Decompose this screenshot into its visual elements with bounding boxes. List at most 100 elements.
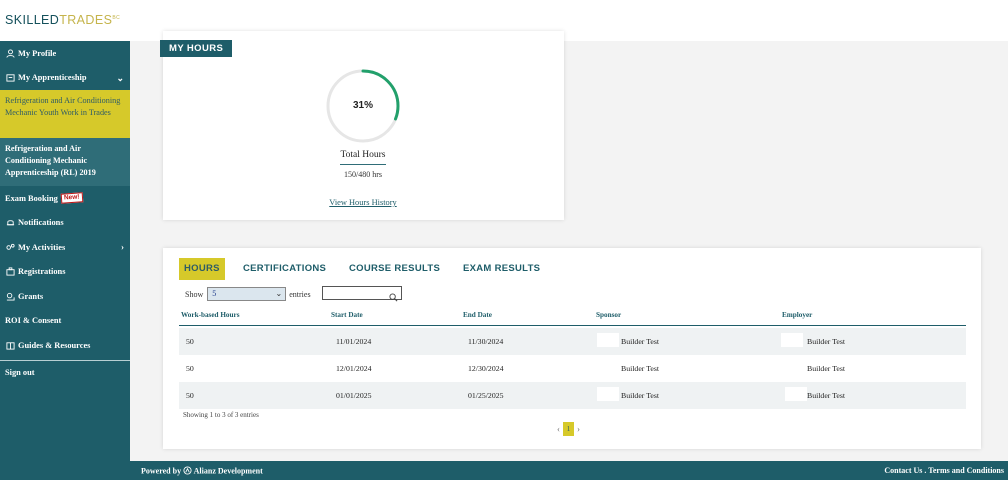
sidebar-item-grants[interactable]: Grants xyxy=(0,284,130,309)
guides-icon xyxy=(5,340,15,350)
table-info: Showing 1 to 3 of 3 entries xyxy=(183,411,259,419)
my-hours-card: MY HOURS 31% Total Hours 150/480 hrs Vie… xyxy=(160,31,564,220)
cell-employer: Builder Test xyxy=(807,337,846,346)
sidebar-item-label: ROI & Consent xyxy=(5,316,62,326)
column-header-sponsor[interactable]: Sponsor xyxy=(596,311,622,319)
sidebar-item-exam-booking[interactable]: Exam Booking New! xyxy=(0,186,130,211)
chevron-down-icon: ⌄ xyxy=(275,289,283,298)
cell-employer: Builder Test xyxy=(807,364,846,373)
sidebar-item-sign-out[interactable]: Sign out xyxy=(0,361,130,386)
sidebar-item-label: My Profile xyxy=(18,48,57,58)
view-hours-history-link[interactable]: View Hours History xyxy=(329,198,397,207)
cell-start-date: 01/01/2025 xyxy=(336,391,372,400)
tab-hours[interactable]: HOURS xyxy=(179,258,225,280)
terms-link[interactable]: Terms and Conditions xyxy=(928,466,1004,475)
tab-exam-results[interactable]: EXAM RESULTS xyxy=(463,263,541,274)
bell-icon xyxy=(5,218,15,228)
column-header-end-date[interactable]: End Date xyxy=(463,311,492,319)
sidebar-item-notifications[interactable]: Notifications xyxy=(0,211,130,236)
sidebar-subitem-label: Refrigeration and Air Conditioning Mecha… xyxy=(5,96,121,117)
sidebar-item-label: Registrations xyxy=(18,267,66,277)
entries-select-value: 5 xyxy=(212,289,217,298)
contact-us-link[interactable]: Contact Us xyxy=(884,466,923,475)
tab-certifications[interactable]: CERTIFICATIONS xyxy=(243,263,327,274)
employer-logo-placeholder xyxy=(785,387,807,401)
logo[interactable]: SKILLEDTRADESBC xyxy=(5,13,120,27)
cell-end-date: 11/30/2024 xyxy=(468,337,504,346)
sidebar-item-label: Guides & Resources xyxy=(18,340,91,350)
column-header-start-date[interactable]: Start Date xyxy=(331,311,363,319)
prev-page-button[interactable]: ‹ xyxy=(557,424,560,434)
grants-icon xyxy=(5,291,15,301)
powered-by-label: Powered by xyxy=(141,466,182,476)
cell-end-date: 01/25/2025 xyxy=(468,391,504,400)
sidebar-item-label: Notifications xyxy=(18,218,64,228)
sidebar-item-registrations[interactable]: Registrations xyxy=(0,260,130,285)
sidebar-item-my-profile[interactable]: My Profile xyxy=(0,41,130,66)
sponsor-logo-placeholder xyxy=(597,387,619,401)
table-row: 50 01/01/2025 01/25/2025 Builder Test Bu… xyxy=(179,382,966,409)
tab-course-results[interactable]: COURSE RESULTS xyxy=(349,263,441,274)
table-search-input[interactable] xyxy=(322,286,402,302)
table-header-divider xyxy=(179,325,966,326)
apprenticeship-icon xyxy=(5,73,15,83)
sidebar: My Profile My Apprenticeship ⌄ Refrigera… xyxy=(0,41,130,480)
sidebar-divider xyxy=(0,359,130,361)
sidebar-item-label: Sign out xyxy=(5,368,35,378)
powered-by: Powered by Alianz Development xyxy=(141,466,263,477)
search-icon xyxy=(389,289,398,307)
sidebar-subitem-label: Refrigeration and Air Conditioning Mecha… xyxy=(5,144,96,177)
sidebar-item-label: Exam Booking xyxy=(5,193,58,203)
cell-sponsor: Builder Test xyxy=(621,391,660,400)
chevron-down-icon: ⌄ xyxy=(116,72,124,83)
logo-text-accent: TRADES xyxy=(59,13,113,27)
entries-length-control: Show 5 ⌄ entries xyxy=(185,287,311,301)
sidebar-item-guides-resources[interactable]: Guides & Resources xyxy=(0,333,130,358)
footer-separator: . xyxy=(922,466,929,475)
sidebar-item-label: My Apprenticeship xyxy=(18,73,87,83)
new-badge: New! xyxy=(60,192,83,204)
page-1-button[interactable]: 1 xyxy=(563,422,574,436)
cell-sponsor: Builder Test xyxy=(621,364,660,373)
logo-text-main: SKILLED xyxy=(5,13,60,27)
show-label: Show xyxy=(185,289,204,299)
cell-employer: Builder Test xyxy=(807,391,846,400)
powered-by-name[interactable]: Alianz Development xyxy=(193,466,263,476)
sidebar-item-my-apprenticeship[interactable]: My Apprenticeship ⌄ xyxy=(0,66,130,91)
cell-hours: 50 xyxy=(186,391,194,400)
cell-start-date: 11/01/2024 xyxy=(336,337,372,346)
footer: Powered by Alianz Development Contact Us… xyxy=(130,461,1008,480)
table-row: 50 12/01/2024 12/30/2024 Builder Test Bu… xyxy=(179,355,966,382)
next-page-button[interactable]: › xyxy=(577,424,580,434)
logo-sup: BC xyxy=(112,14,121,21)
hours-value: 150/480 hrs xyxy=(344,170,382,179)
cell-start-date: 12/01/2024 xyxy=(336,364,372,373)
cell-hours: 50 xyxy=(186,337,194,346)
chevron-right-icon: › xyxy=(121,242,124,252)
footer-links: Contact Us . Terms and Conditions xyxy=(884,466,1004,475)
cell-sponsor: Builder Test xyxy=(621,337,660,346)
hours-percent-label: 31% xyxy=(352,100,373,111)
results-card: HOURS CERTIFICATIONS COURSE RESULTS EXAM… xyxy=(163,248,981,449)
table-row: 50 11/01/2024 11/30/2024 Builder Test Bu… xyxy=(179,328,966,355)
sponsor-logo-placeholder xyxy=(597,333,619,347)
sidebar-subitem-youth-work-in-trades[interactable]: Refrigeration and Air Conditioning Mecha… xyxy=(0,90,130,138)
person-icon xyxy=(5,48,15,58)
total-hours-label: Total Hours xyxy=(340,150,386,160)
sidebar-subitem-apprenticeship-rl-2019[interactable]: Refrigeration and Air Conditioning Mecha… xyxy=(0,138,130,186)
sidebar-item-roi-consent[interactable]: ROI & Consent xyxy=(0,309,130,334)
entries-label: entries xyxy=(289,289,311,299)
activities-icon xyxy=(5,242,15,252)
cell-hours: 50 xyxy=(186,364,194,373)
sidebar-item-label: My Activities xyxy=(18,242,66,252)
my-hours-title: MY HOURS xyxy=(160,40,233,57)
sidebar-item-my-activities[interactable]: My Activities › xyxy=(0,235,130,260)
column-header-employer[interactable]: Employer xyxy=(782,311,813,319)
registrations-icon xyxy=(5,267,15,277)
entries-select[interactable]: 5 ⌄ xyxy=(207,287,287,301)
pagination: ‹ 1 › xyxy=(557,422,580,436)
column-header-hours[interactable]: Work-based Hours xyxy=(181,311,240,319)
employer-logo-placeholder xyxy=(781,333,803,347)
sidebar-item-label: Grants xyxy=(18,291,44,301)
total-hours-underline xyxy=(340,164,386,165)
